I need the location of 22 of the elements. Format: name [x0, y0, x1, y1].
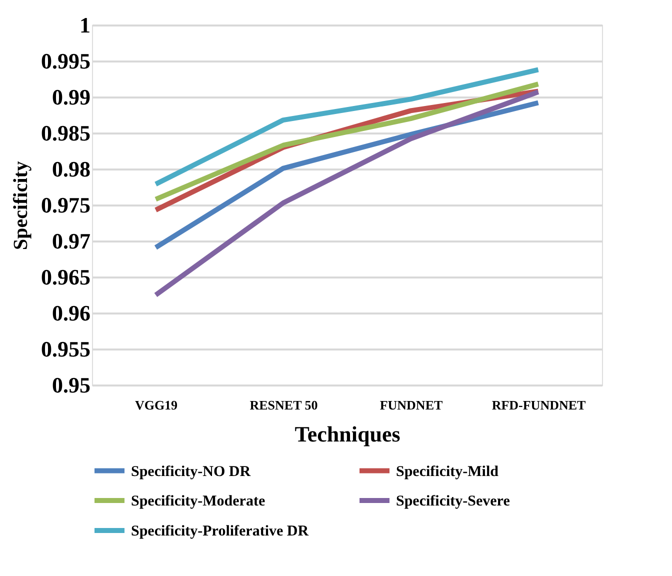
x-tick-label: FUNDNET — [380, 398, 443, 412]
legend-label: Specificity-NO DR — [131, 464, 251, 480]
legend-label: Specificity-Severe — [396, 494, 510, 510]
y-tick-label: 0.95 — [52, 372, 90, 398]
y-tick-label: 0.99 — [52, 84, 90, 110]
y-tick-label: 0.97 — [52, 228, 90, 254]
y-axis-title: Specificity — [10, 161, 32, 250]
y-tick-label: 0.955 — [41, 336, 90, 362]
legend-label: Specificity-Moderate — [131, 494, 266, 510]
x-tick-label: VGG19 — [134, 398, 178, 412]
y-tick-label: 0.98 — [52, 156, 90, 182]
x-tick-label: RESNET 50 — [250, 398, 318, 412]
y-tick-label: 0.965 — [41, 264, 90, 290]
legend-label: Specificity-Mild — [396, 464, 500, 480]
legend-label: Specificity-Proliferative DR — [131, 524, 309, 540]
y-tick-label: 1 — [80, 12, 90, 38]
y-tick-label: 0.995 — [41, 48, 90, 74]
x-tick-label: RFD-FUNDNET — [492, 398, 586, 412]
y-tick-label: 0.975 — [41, 192, 90, 218]
y-tick-label: 0.985 — [41, 120, 90, 146]
x-axis-title: Techniques — [294, 422, 401, 446]
y-tick-label: 0.96 — [52, 300, 90, 326]
